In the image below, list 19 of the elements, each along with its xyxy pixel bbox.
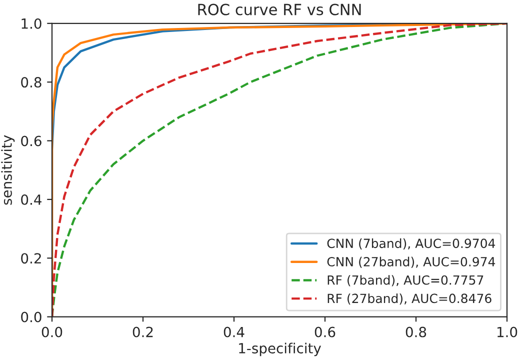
y-tick-label: 0.4	[21, 194, 42, 205]
legend-label: RF (7band), AUC=0.7757	[328, 275, 484, 286]
x-tick-label: 0.2	[132, 326, 153, 338]
x-tick-label: 1.0	[497, 326, 518, 338]
x-tick-label: 0.6	[314, 326, 336, 338]
y-tick-label: 0.8	[21, 77, 42, 88]
y-tick-label: 0.6	[21, 136, 42, 146]
y-tick-label: 0.2	[21, 253, 41, 264]
chart-title: ROC curve RF vs CNN	[198, 4, 361, 16]
y-axis-title: sensitivity	[1, 135, 15, 205]
y-tick-label: 0.0	[21, 312, 42, 322]
x-tick-label: 0.0	[42, 326, 62, 338]
x-axis-title: 1-specificity	[239, 342, 322, 356]
legend-label: CNN (7band), AUC=0.9704	[327, 238, 496, 250]
x-tick-label: 0.4	[224, 326, 244, 338]
x-tick-label: 0.8	[406, 326, 426, 338]
legend-label: RF (27band), AUC=0.8476	[328, 293, 492, 305]
y-tick-label: 1.0	[22, 18, 42, 29]
legend-label: CNN (27band), AUC=0.974	[327, 256, 496, 268]
